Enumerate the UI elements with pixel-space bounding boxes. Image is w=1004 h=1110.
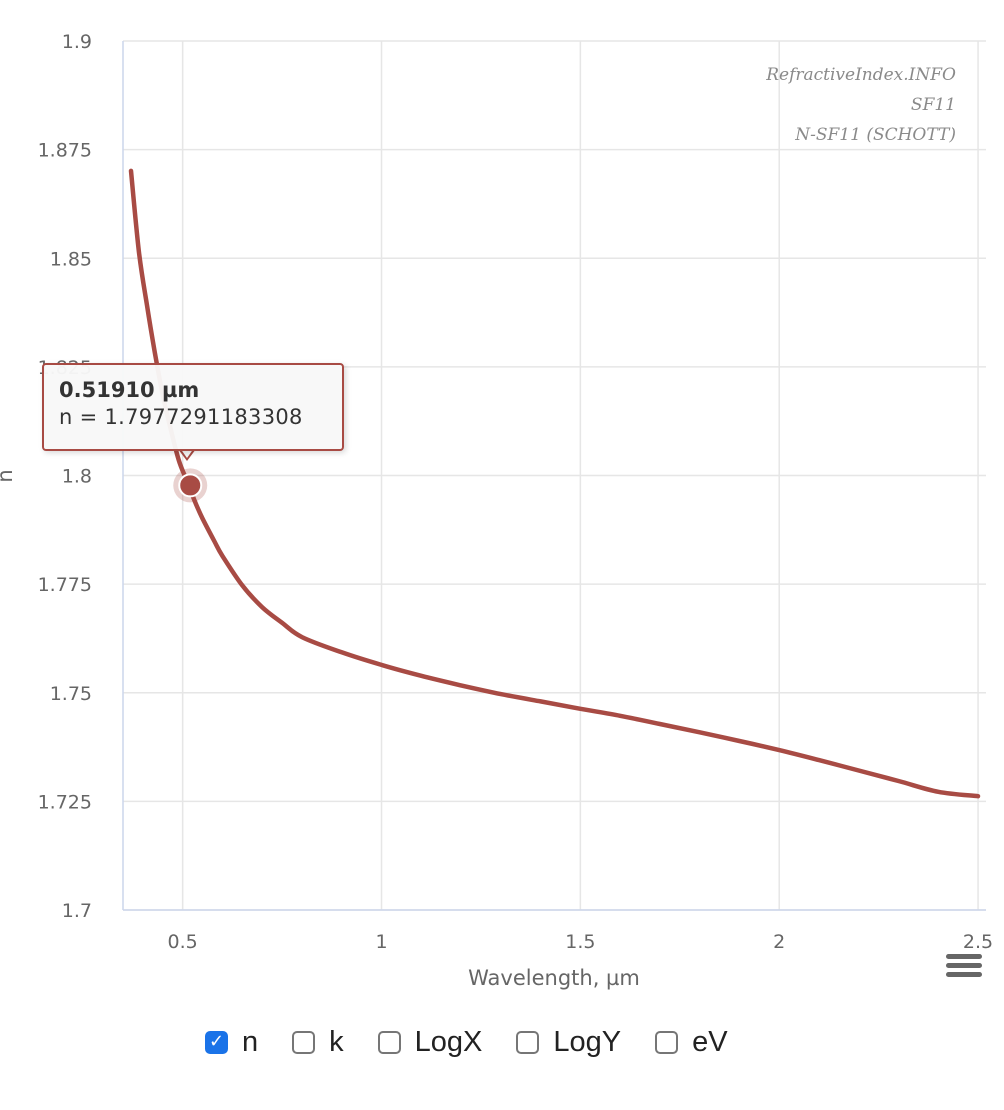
- hamburger-menu-icon[interactable]: [944, 954, 984, 986]
- y-tick-label: 1.8: [62, 466, 92, 488]
- highlight-point[interactable]: [178, 473, 203, 498]
- axes: 1.71.7251.751.7751.81.8251.851.8751.90.5…: [38, 31, 994, 953]
- grid: [123, 40, 986, 911]
- y-axis-title: n: [0, 469, 17, 482]
- chart: 1.71.7251.751.7751.81.8251.851.8751.90.5…: [0, 31, 994, 990]
- tooltip-pointer-fill: [180, 448, 194, 458]
- checkbox-logy[interactable]: [516, 1030, 540, 1054]
- y-tick-label: 1.9: [62, 31, 92, 53]
- options-bar: ✓ n k LogX LogY eV: [205, 1022, 762, 1062]
- checkbox-logx[interactable]: [377, 1030, 401, 1054]
- y-tick-label: 1.775: [38, 574, 92, 596]
- x-axis-title: Wavelength, µm: [468, 966, 640, 990]
- x-tick-label: 0.5: [168, 931, 198, 953]
- y-tick-label: 1.85: [50, 248, 92, 270]
- checkbox-ev[interactable]: [655, 1030, 679, 1054]
- toggle-ev[interactable]: eV: [655, 1025, 728, 1059]
- series-layer: [128, 168, 981, 799]
- toggle-ev-label: eV: [692, 1025, 728, 1058]
- credit-line-2: SF11: [911, 95, 956, 115]
- x-tick-label: 2: [773, 931, 785, 953]
- y-tick-label: 1.7: [62, 900, 92, 922]
- tooltip-title: 0.51910 µm: [59, 378, 200, 402]
- x-tick-label: 2.5: [963, 931, 993, 953]
- checkbox-n[interactable]: ✓: [205, 1030, 228, 1054]
- checkmark-icon: ✓: [208, 1031, 225, 1052]
- toggle-n[interactable]: ✓ n: [205, 1026, 258, 1059]
- highlight-marker-group: [173, 468, 208, 503]
- x-tick-label: 1: [375, 931, 387, 953]
- toggle-logy-label: LogY: [553, 1025, 622, 1058]
- checkbox-k[interactable]: [292, 1030, 316, 1054]
- toggle-logx-label: LogX: [414, 1025, 483, 1058]
- series-line-n: [128, 168, 981, 799]
- y-tick-label: 1.725: [38, 791, 92, 813]
- toggle-n-label: n: [242, 1025, 259, 1058]
- y-tick-label: 1.75: [50, 683, 92, 705]
- x-tick-label: 1.5: [565, 931, 595, 953]
- toggle-logy[interactable]: LogY: [516, 1026, 621, 1059]
- toggle-k-label: k: [329, 1025, 344, 1058]
- toggle-k[interactable]: k: [292, 1026, 344, 1059]
- y-tick-label: 1.875: [38, 140, 92, 162]
- tooltip-value: n = 1.7977291183308: [59, 405, 303, 429]
- tooltip: 0.51910 µm n = 1.7977291183308: [42, 363, 344, 451]
- credit-line-1: RefractiveIndex.INFO: [765, 65, 956, 85]
- toggle-logx[interactable]: LogX: [377, 1025, 483, 1059]
- chart-credits: RefractiveIndex.INFO SF11 N-SF11 (SCHOTT…: [765, 65, 956, 145]
- credit-line-3: N-SF11 (SCHOTT): [794, 125, 956, 145]
